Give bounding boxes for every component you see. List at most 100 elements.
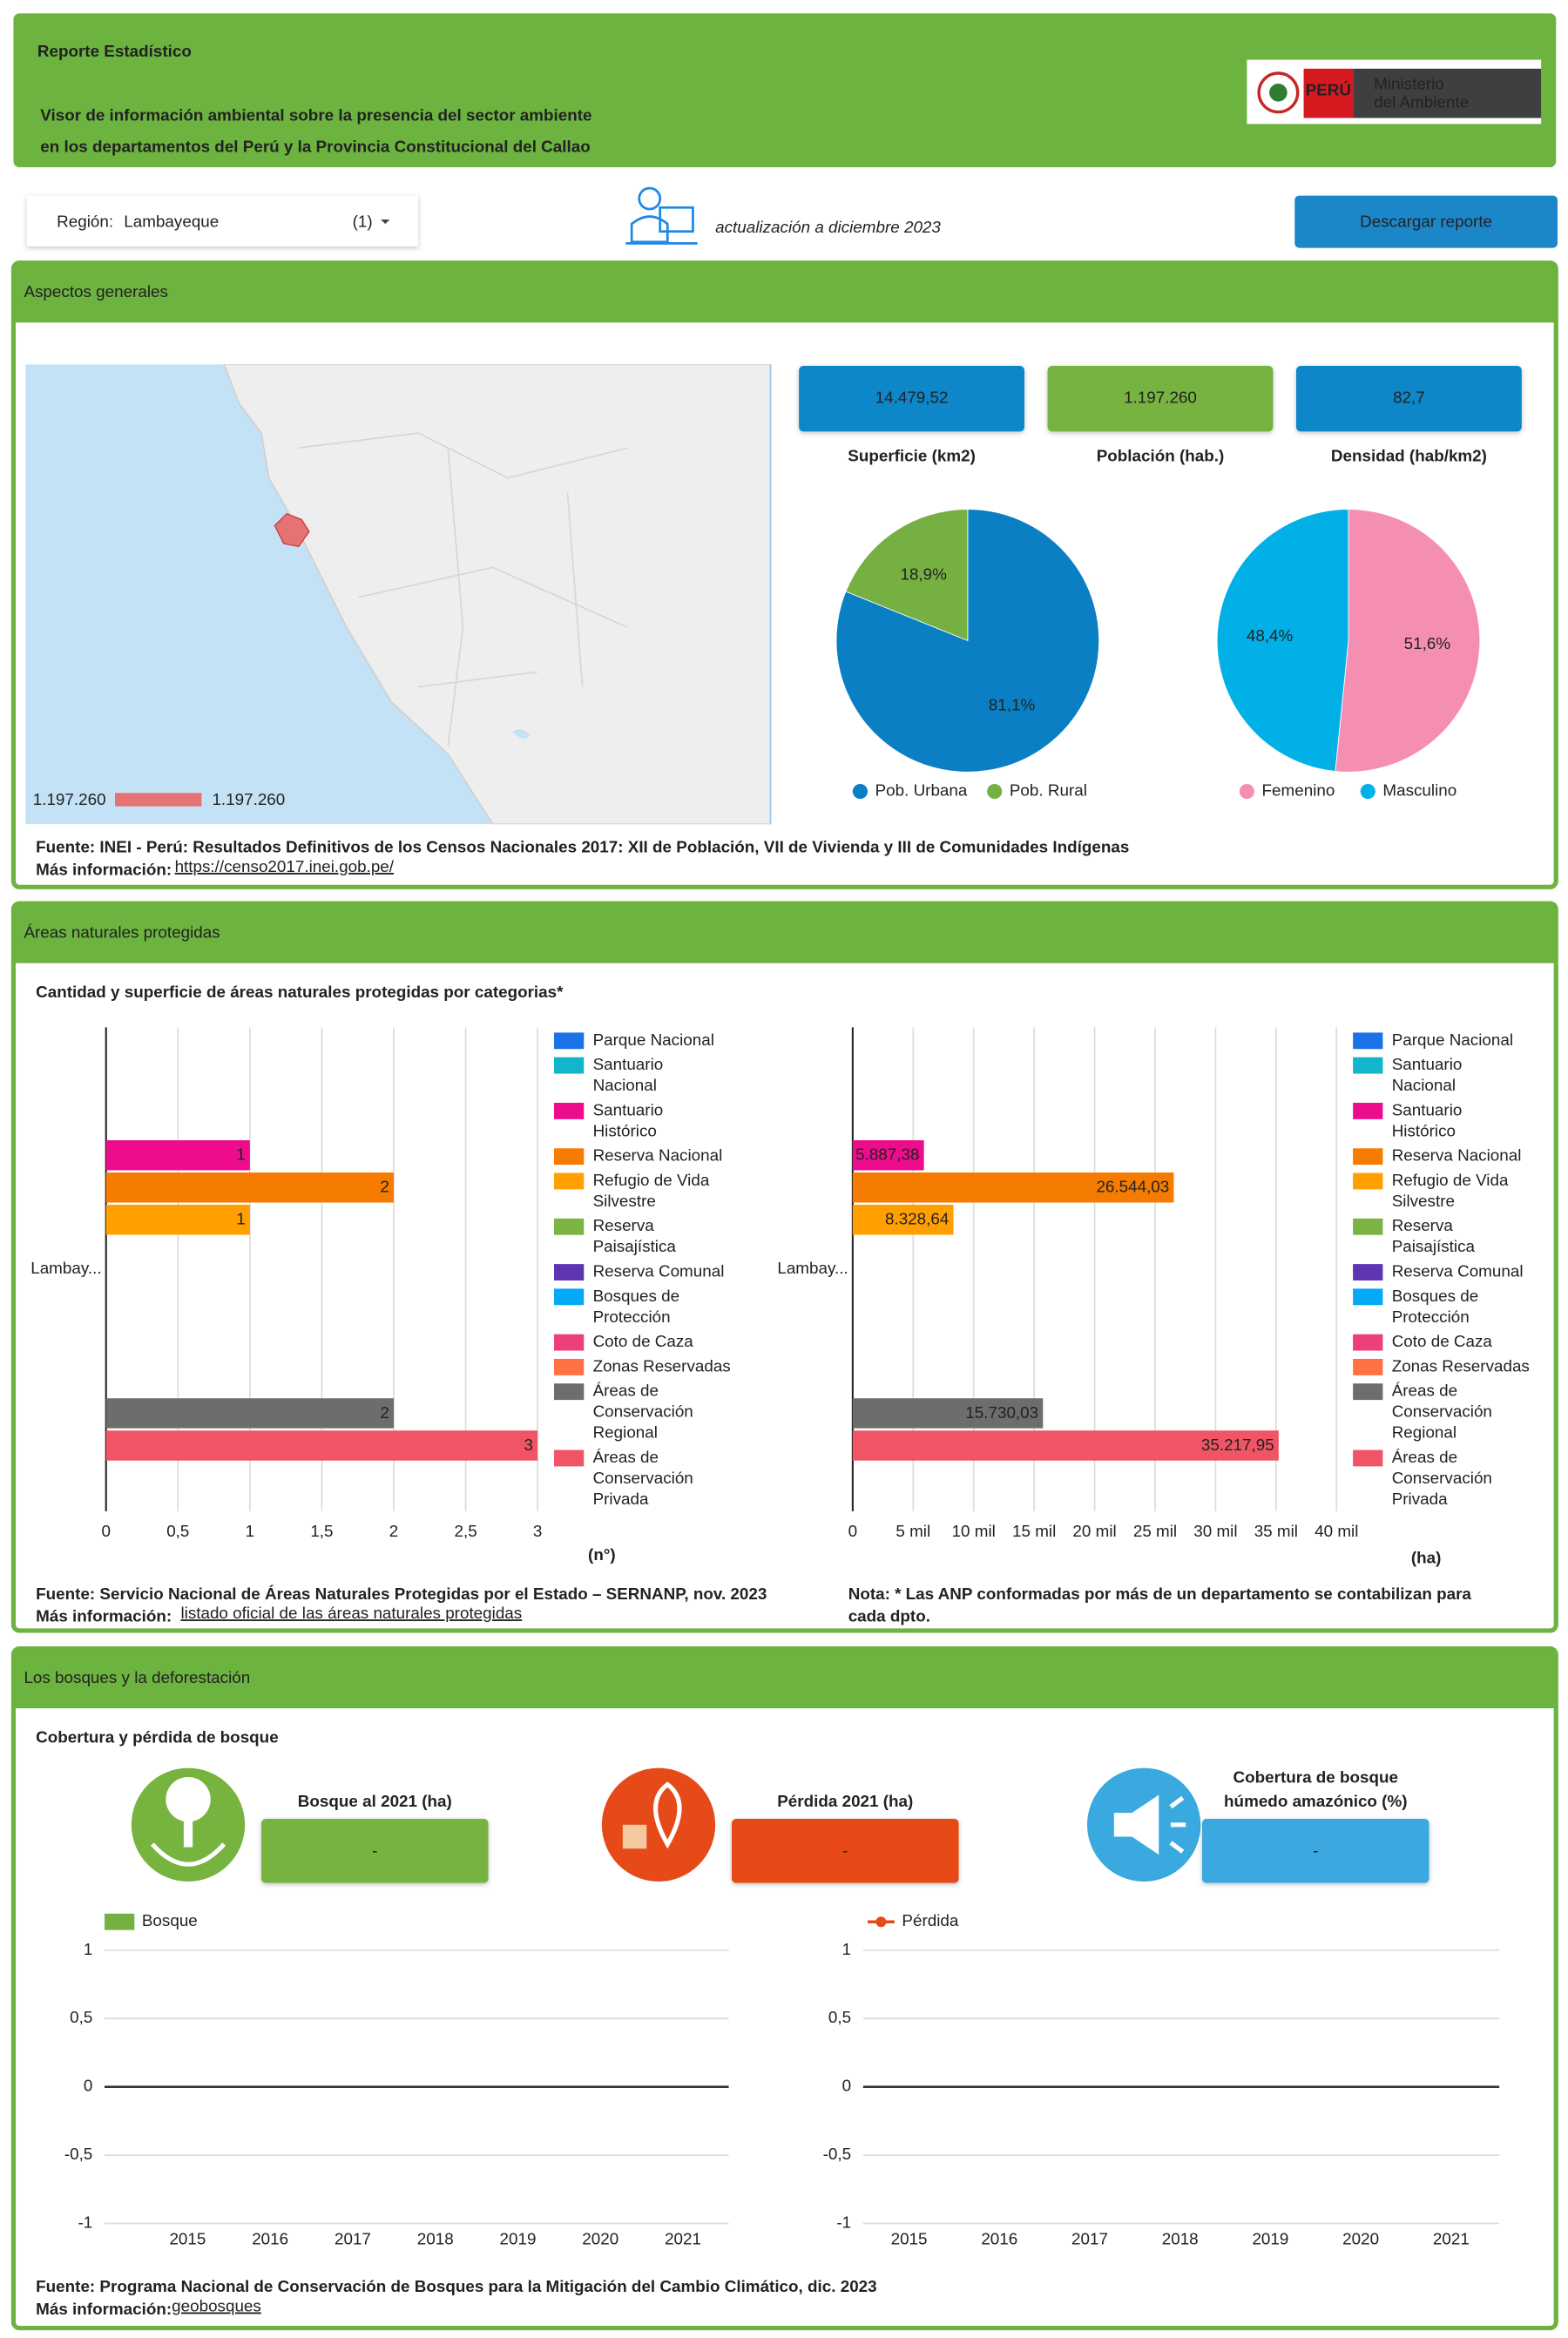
x-axis-title: (n°): [588, 1545, 616, 1564]
legend-swatch: [1353, 1358, 1383, 1375]
x-tick-label: 0: [848, 1522, 857, 1540]
kpi-label: Cobertura de bosque: [1233, 1768, 1399, 1787]
region-value: Lambayeque: [124, 212, 219, 230]
legend-label: Reserva Nacional: [593, 1146, 723, 1165]
x-tick-label: 2019: [500, 2229, 537, 2247]
source-link[interactable]: https://censo2017.inei.gob.pe/: [175, 857, 395, 875]
region-count: (1): [353, 212, 373, 230]
legend-label: Pob. Urbana: [875, 781, 968, 800]
section-header: [13, 262, 1557, 323]
x-tick-label: 2017: [335, 2229, 371, 2247]
y-tick-label: 0,5: [828, 2008, 851, 2026]
map-legend-bar: [115, 793, 202, 807]
x-tick-label: 2016: [252, 2229, 288, 2247]
legend-label: Parque Nacional: [1392, 1030, 1513, 1049]
kpi-label: Superficie (km2): [848, 447, 976, 465]
download-button[interactable]: [1294, 195, 1558, 248]
map-land: [223, 364, 771, 825]
legend-label: Reserva Paisajística: [593, 1216, 677, 1255]
section-frame: [10, 1645, 1558, 2331]
legend-swatch: [554, 1449, 585, 1467]
y-tick-label: Lambay...: [777, 1259, 848, 1277]
legend-swatch: [554, 1358, 585, 1375]
source-link[interactable]: listado oficial de las áreas naturales p…: [180, 1604, 522, 1622]
legend-label: Masculino: [1382, 781, 1456, 800]
page-subtitle: en los departamentos del Perú y la Provi…: [40, 138, 590, 156]
kpi-value: -: [1313, 1841, 1318, 1860]
map-region: [274, 512, 310, 548]
legend-swatch: [1353, 1264, 1383, 1280]
bar: [105, 1430, 538, 1461]
legend-label: Reserva Nacional: [1392, 1146, 1522, 1165]
pie-value-label: 18,9%: [900, 564, 947, 583]
source-link[interactable]: geobosques: [172, 2296, 261, 2314]
y-tick-label: -1: [836, 2213, 851, 2232]
more-info-label: Más información:: [36, 1607, 172, 1625]
update-icon: [625, 186, 698, 245]
region-label: Región:: [57, 212, 113, 230]
x-tick-label: 5 mil: [896, 1522, 930, 1540]
y-tick-label: 1: [842, 1940, 851, 1958]
bar-value-label: 3: [524, 1436, 533, 1454]
map-borders: [298, 432, 628, 747]
download-button-label[interactable]: Descargar reporte: [1360, 212, 1492, 230]
more-info-label: Más información:: [36, 860, 172, 878]
icon-leaf: [653, 1781, 682, 1849]
legend-label: Santuario Histórico: [1392, 1100, 1467, 1139]
legend-label: Refugio de Vida Silvestre: [593, 1171, 714, 1210]
page-subtitle: Visor de información ambiental sobre la …: [40, 106, 591, 125]
kpi-box: [1295, 365, 1522, 432]
legend-swatch: [1353, 1057, 1383, 1074]
bar-value-label: 2: [380, 1403, 389, 1422]
header-bar: [13, 13, 1557, 167]
legend-swatch: [554, 1264, 585, 1280]
y-tick-label: Lambay...: [30, 1259, 101, 1277]
x-tick-label: 3: [533, 1522, 542, 1540]
update-note: actualización a diciembre 2023: [715, 218, 941, 236]
pie-value-label: 48,4%: [1247, 626, 1294, 645]
bar: [105, 1140, 250, 1171]
source-text: Fuente: INEI - Perú: Resultados Definiti…: [36, 838, 1129, 856]
kpi-value: 82,7: [1393, 389, 1425, 407]
x-tick-label: 2021: [1433, 2229, 1470, 2247]
icon-megaphone: [1113, 1794, 1159, 1855]
legend-dot: [875, 1916, 887, 1928]
legend-swatch: [554, 1148, 585, 1166]
legend-swatch: [554, 1057, 585, 1074]
x-tick-label: 2021: [665, 2229, 701, 2247]
x-tick-label: 2018: [417, 2229, 454, 2247]
legend-label: Áreas de Conservación Privada: [1392, 1448, 1497, 1508]
legend-label: Bosques de Protección: [1392, 1287, 1484, 1326]
kpi-label: Pérdida 2021 (ha): [777, 1792, 913, 1810]
x-tick-label: 2,5: [454, 1522, 476, 1540]
pie-value-label: 81,1%: [989, 695, 1036, 713]
kpi-label: Densidad (hab/km2): [1331, 447, 1487, 465]
legend-swatch: [1353, 1172, 1383, 1190]
icon-screen: [659, 206, 694, 233]
x-tick-label: 0,5: [166, 1522, 189, 1540]
icon-earth: [150, 1842, 226, 1867]
legend-swatch: [1353, 1334, 1383, 1351]
y-tick-label: 0: [84, 2077, 92, 2095]
region-dropdown[interactable]: [26, 195, 419, 247]
x-tick-label: 25 mil: [1133, 1522, 1177, 1540]
map-legend-min: 1.197.260: [33, 790, 106, 808]
note-text: Nota: * Las ANP conformadas por más de u…: [848, 1585, 1472, 1603]
logo-country: PERÚ: [1306, 81, 1351, 99]
bar-value-label: 5.887,38: [855, 1145, 919, 1164]
bar-value-label: 15.730,03: [965, 1403, 1038, 1422]
legend-swatch: [1353, 1102, 1383, 1119]
x-tick-label: 2: [389, 1522, 398, 1540]
icon-body: [630, 215, 669, 244]
legend-label: Reserva Comunal: [1392, 1262, 1524, 1280]
x-axis-title: (ha): [1411, 1549, 1442, 1567]
bar-value-label: 8.328,64: [885, 1210, 949, 1228]
x-tick-label: 20 mil: [1072, 1522, 1116, 1540]
chart-subtitle: Cobertura y pérdida de bosque: [36, 1727, 279, 1746]
legend-label: Femenino: [1262, 781, 1335, 800]
legend-swatch: [554, 1102, 585, 1119]
x-tick-label: 2019: [1252, 2229, 1288, 2247]
pie-slice: [1216, 509, 1349, 772]
